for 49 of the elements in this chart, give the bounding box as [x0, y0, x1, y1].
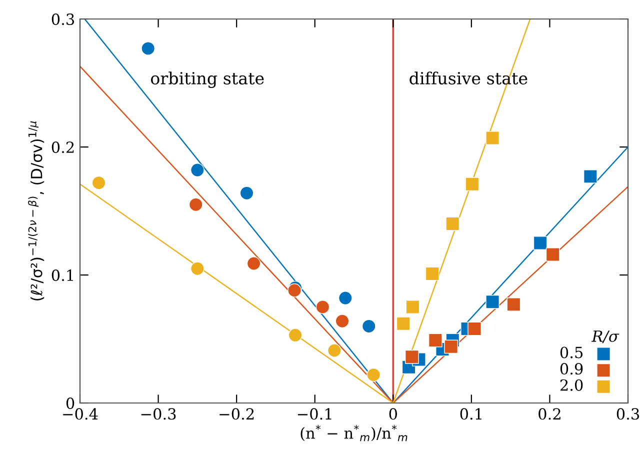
point: [468, 322, 482, 336]
x-tick-label: 0: [389, 408, 397, 420]
y-tick-label: 0.3: [52, 13, 74, 26]
point: [428, 333, 442, 348]
point: [316, 300, 330, 314]
point: [465, 177, 480, 192]
point: [486, 294, 500, 309]
point: [446, 216, 460, 231]
point: [327, 344, 342, 358]
point: [240, 186, 254, 200]
legend-label: 0.5: [560, 346, 583, 358]
x-tick-label: −0.4: [63, 408, 98, 420]
point: [190, 163, 204, 177]
point: [141, 42, 156, 56]
point: [406, 300, 420, 314]
point: [188, 198, 203, 212]
point: [533, 236, 548, 250]
point: [396, 316, 410, 331]
x-tick-label: 0.3: [616, 408, 640, 420]
point: [288, 328, 302, 342]
x-axis-title: (n$^{*}$ − n$^{*}$$_{m}$)/n$^{*}$$_{m}$: [300, 424, 408, 442]
point: [288, 283, 302, 298]
y-axis-title: (ℓ²/σ²)$^{−1/(2ν−β)}$, (D/σv)$^{1/μ}$: [28, 121, 44, 300]
point: [92, 176, 106, 190]
point: [362, 319, 376, 334]
point: [583, 170, 598, 184]
x-tick-label: −0.3: [141, 408, 176, 420]
point: [425, 266, 440, 281]
point: [190, 262, 204, 276]
x-tick-label: 0.2: [538, 408, 560, 420]
point: [486, 131, 500, 145]
x-tick-label: −0.1: [298, 408, 332, 420]
legend-title: R/σ: [592, 330, 620, 344]
x-tick-label: −0.2: [220, 408, 254, 420]
legend-label: 0.9: [560, 363, 583, 375]
y-tick-label: 0.1: [52, 269, 73, 282]
annotation: orbiting state: [150, 72, 264, 88]
x-tick-label: 0.1: [460, 408, 482, 420]
point: [404, 350, 419, 364]
y-tick-label: 0: [66, 397, 74, 410]
y-tick-label: 0.2: [52, 141, 74, 154]
point: [335, 314, 350, 328]
legend-label: 2.0: [560, 379, 583, 391]
point: [546, 248, 560, 262]
point: [246, 256, 261, 270]
point: [366, 368, 381, 382]
point: [338, 291, 352, 305]
point: [444, 340, 458, 354]
point: [506, 298, 521, 312]
